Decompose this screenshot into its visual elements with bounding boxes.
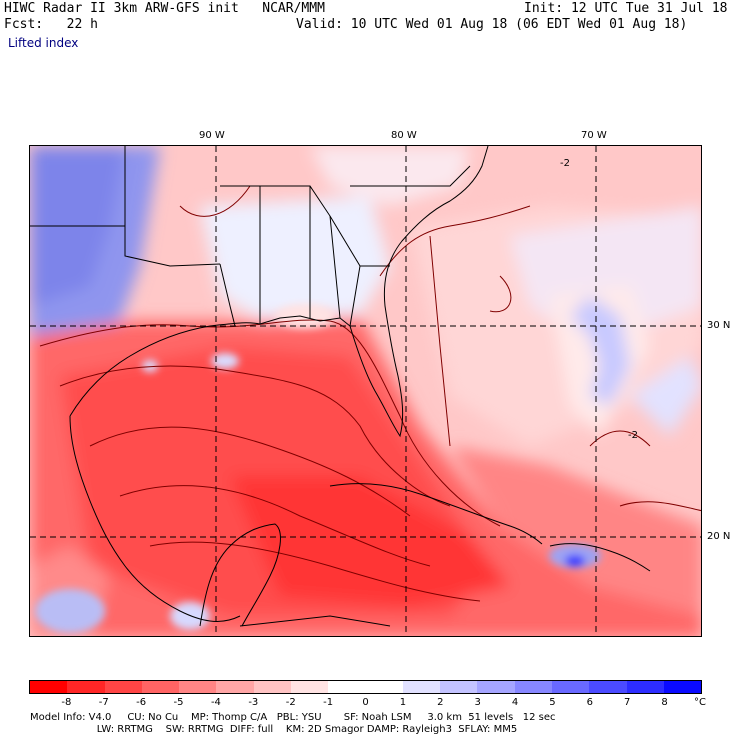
lat-label-20n: 20 N — [707, 531, 731, 542]
valid-time: Valid: 10 UTC Wed 01 Aug 18 (06 EDT Wed … — [296, 17, 688, 32]
colorbar-tick-label: 6 — [586, 697, 594, 708]
colorbar-tick-label: 2 — [437, 697, 444, 708]
lifted-index-field — [30, 146, 701, 636]
colorbar — [29, 680, 702, 694]
colorbar-segment — [551, 681, 590, 693]
colorbar-segment — [589, 681, 627, 693]
colorbar-unit: °C — [694, 697, 706, 708]
colorbar-segment — [30, 681, 68, 693]
colorbar-tick-label: 7 — [624, 697, 631, 708]
colorbar-segment — [253, 681, 291, 693]
colorbar-segment — [477, 681, 515, 693]
lon-label-70w: 70 W — [581, 130, 607, 141]
colorbar-tick-label: 5 — [549, 697, 556, 708]
model-info-line2: LW: RRTMG SW: RRTMG DIFF: full KM: 2D Sm… — [30, 724, 518, 735]
colorbar-tick-label: -8 — [61, 697, 72, 708]
colorbar-segment — [402, 681, 441, 693]
init-time: Init: 12 UTC Tue 31 Jul 18 — [524, 1, 728, 16]
colorbar-tick-label: 1 — [399, 697, 407, 708]
colorbar-tick-label: -6 — [136, 697, 147, 708]
colorbar-tick-label: 4 — [511, 697, 519, 708]
title-left: HIWC Radar II 3km ARW-GFS init NCAR/MMM — [4, 1, 325, 16]
colorbar-tick-label: -3 — [248, 697, 259, 708]
colorbar-segment — [216, 681, 254, 693]
colorbar-segment — [290, 681, 329, 693]
colorbar-tick-label: 3 — [474, 697, 481, 708]
colorbar-tick-label: 0 — [362, 697, 369, 708]
model-info-line1: Model Info: V4.0 CU: No Cu MP: Thomp C/A… — [30, 712, 556, 723]
colorbar-tick-label: -5 — [173, 697, 184, 708]
contour-label: -2 — [628, 430, 638, 441]
colorbar-tick-label: -2 — [285, 697, 296, 708]
contour-label: -2 — [560, 158, 570, 169]
colorbar-segment — [179, 681, 217, 693]
colorbar-segment — [365, 681, 403, 693]
lon-label-90w: 90 W — [199, 130, 225, 141]
lifted-index-map: -2 -2 — [29, 145, 702, 637]
colorbar-segment — [440, 681, 478, 693]
lon-label-80w: 80 W — [391, 130, 417, 141]
colorbar-tick-label: -1 — [323, 697, 334, 708]
lat-label-30n: 30 N — [707, 320, 731, 331]
colorbar-segment — [514, 681, 552, 693]
field-name: Lifted index — [8, 36, 79, 50]
colorbar-tick-label: 8 — [661, 697, 668, 708]
coastlines — [30, 146, 651, 627]
map-canvas: -2 -2 — [30, 146, 701, 636]
colorbar-segment — [626, 681, 664, 693]
colorbar-segment — [663, 681, 702, 693]
forecast-hour: Fcst: 22 h — [4, 17, 98, 32]
colorbar-tick-label: -7 — [98, 697, 109, 708]
colorbar-segment — [141, 681, 180, 693]
colorbar-segment — [328, 681, 366, 693]
colorbar-segment — [67, 681, 105, 693]
colorbar-tick-label: -4 — [210, 697, 221, 708]
field-details — [35, 304, 601, 633]
colorbar-segment — [104, 681, 142, 693]
grid-lines — [30, 146, 701, 636]
